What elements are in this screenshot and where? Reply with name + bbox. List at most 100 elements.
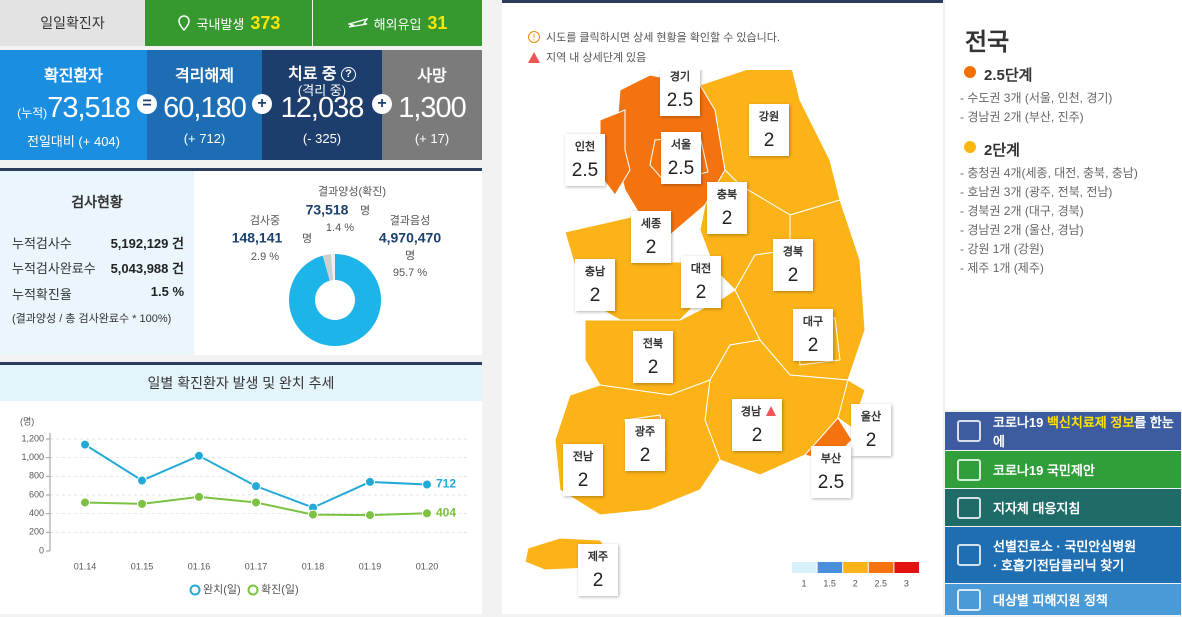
deaths-label: 사망: [417, 68, 447, 85]
y-tick-label: 800: [29, 471, 44, 481]
link-text: 지자체 대응지침: [993, 498, 1080, 517]
trend-panel: [0, 362, 482, 614]
treating-box: 치료 중 ? (격리 중) 12,038 (- 325): [262, 50, 382, 160]
confirmed-label: 확진환자: [44, 68, 103, 85]
region-name: 인천: [575, 139, 595, 153]
row-label: 누적검사수: [12, 236, 72, 251]
link-icon: [957, 420, 981, 442]
region-label-box[interactable]: [565, 134, 605, 186]
tests-note: (결과양성 / 총 검사완료수 * 100%): [12, 313, 172, 325]
link-button[interactable]: 코로나19 백신치료제 정보를 한눈에: [945, 412, 1181, 450]
link-icon: [957, 496, 981, 519]
region-name: 부산: [821, 451, 841, 465]
region-level: 2: [640, 445, 651, 466]
trend-title: 일별 확진환자 발생 및 완치 추세: [0, 365, 482, 401]
donut-slice: [289, 254, 381, 346]
region-label-box[interactable]: [793, 309, 833, 361]
treating-sublabel: (격리 중): [297, 83, 347, 98]
y-tick-label: 1,000: [21, 452, 44, 462]
region-level: 2: [590, 285, 601, 306]
pie-unit: 명: [302, 232, 312, 245]
region-label-box[interactable]: [578, 544, 618, 596]
region-label-box[interactable]: [660, 70, 700, 116]
region-label-box[interactable]: [633, 331, 673, 383]
region-name: 대전: [691, 261, 711, 275]
region-level: 2: [808, 335, 819, 356]
region-label-box[interactable]: [851, 404, 891, 456]
point: [308, 509, 318, 520]
legend-label: 1.5: [823, 578, 836, 588]
point: [137, 498, 147, 509]
region-label-box[interactable]: [707, 182, 747, 234]
region-label-box[interactable]: [773, 239, 813, 291]
row-unit: 건: [172, 261, 184, 276]
link-line: 코로나19 국민제안: [993, 463, 1095, 478]
info-icon: !: [528, 31, 540, 43]
region-label-box[interactable]: [575, 259, 615, 311]
link-button[interactable]: 대상별 피해지원 정책: [945, 584, 1181, 615]
region-level: 2: [764, 130, 775, 151]
region-label-box[interactable]: [661, 132, 701, 184]
value-label: 404: [436, 505, 456, 519]
link-icon: [957, 544, 981, 566]
region-label-box[interactable]: [732, 399, 782, 451]
region-name: 충북: [717, 187, 737, 201]
link-button[interactable]: 지자체 대응지침: [945, 489, 1181, 526]
x-tick-label: 01.14: [74, 561, 97, 571]
level-item: - 호남권 3개 (광주, 전북, 전남): [960, 185, 1113, 199]
region-level: 2: [722, 208, 733, 229]
level-dot: [964, 141, 976, 153]
region-label-box[interactable]: [563, 444, 603, 496]
region-level: 2: [752, 425, 763, 446]
row-value: 5,192,129: [110, 236, 169, 251]
side-panel: [945, 0, 1182, 410]
legend-swatch: [817, 562, 843, 573]
region-label-box[interactable]: [749, 104, 789, 156]
point: [422, 479, 432, 490]
detail-warning: [766, 406, 776, 416]
trend-chart: (명) 0 200 400 600 800 1,000 1,200 01.14 01.15 01.…: [20, 416, 470, 596]
row-value: 5,043,988: [110, 261, 169, 276]
region-label-box[interactable]: [681, 256, 721, 308]
x-tick-label: 01.17: [245, 561, 268, 571]
legend-swatch: [843, 562, 868, 573]
y-unit: (명): [20, 416, 34, 426]
legend-marker: [247, 584, 259, 596]
operator: +: [252, 94, 272, 114]
overseas-box: 해외유입 31: [313, 0, 482, 46]
region-level: 2: [646, 237, 657, 258]
legend-label: 완치(일): [203, 582, 241, 596]
link-icon: [957, 458, 981, 481]
region-name: 경남: [741, 404, 761, 418]
pie-label: 결과양성(확진): [318, 185, 386, 198]
region-label-box[interactable]: [811, 446, 851, 498]
link-button[interactable]: 코로나19 국민제안: [945, 451, 1181, 488]
region-label-box[interactable]: [631, 211, 671, 263]
link-line: 선별진료소 · 국민안심병원: [993, 539, 1137, 554]
link-text: 코로나19 백신치료제 정보를 한눈에: [993, 412, 1181, 450]
warn-icon: [528, 51, 540, 63]
point: [194, 450, 204, 461]
pie-count: 73,518: [306, 202, 349, 218]
region-name: 광주: [635, 425, 655, 438]
legend-marker: [189, 584, 201, 596]
pie-unit: 명: [405, 249, 415, 262]
donut-slice: [330, 254, 335, 281]
region-level: 2: [696, 282, 707, 303]
test-row: 누적검사수 5,192,129 건: [12, 233, 184, 252]
legend-label: 2: [853, 578, 858, 588]
x-tick-label: 01.18: [302, 561, 325, 571]
point: [422, 508, 432, 519]
map-detail-note: 지역 내 상세단계 있음: [546, 52, 647, 64]
deaths-value: 1,300: [398, 92, 467, 124]
y-tick-label: 200: [29, 527, 44, 537]
help-icon[interactable]: ?: [341, 67, 357, 83]
treating-change: (- 325): [302, 131, 342, 146]
domestic-box: 국내발생 373: [145, 0, 312, 46]
row-label: 누적확진율: [12, 287, 72, 302]
region-label-box[interactable]: [625, 419, 665, 471]
link-part: 백신치료제 정보: [1046, 415, 1135, 430]
link-button[interactable]: 선별진료소 · 국민안심병원 · 호흡기전담클리닉 찾기: [945, 527, 1181, 583]
region-name: 전남: [573, 449, 593, 463]
point: [194, 491, 204, 502]
